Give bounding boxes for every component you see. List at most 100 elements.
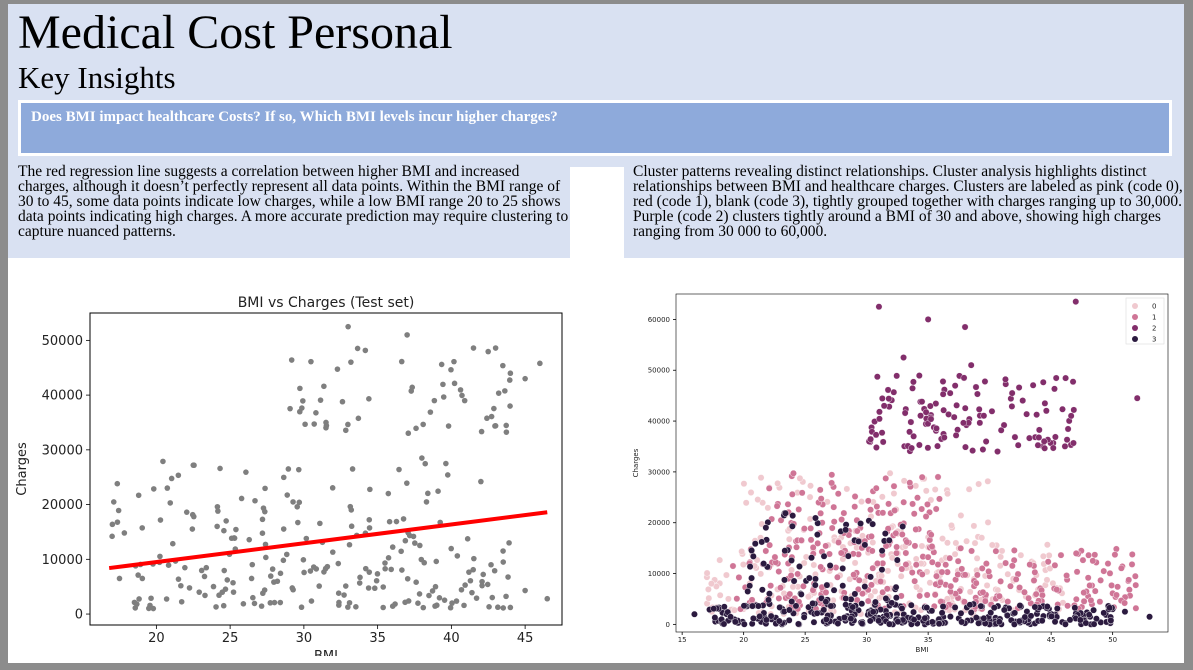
y-tick-label: 60000: [648, 316, 670, 324]
cluster-3-point: [881, 530, 889, 537]
cluster-3-point: [910, 616, 918, 624]
cluster-1-point: [916, 592, 924, 600]
legend-marker: [1132, 336, 1138, 342]
cluster-1-point: [874, 560, 881, 567]
data-point: [366, 396, 372, 402]
cluster-2-point: [917, 412, 924, 420]
cluster-1-point: [879, 509, 887, 517]
cluster-2-point: [1026, 434, 1033, 442]
cluster-2-point: [1059, 405, 1066, 413]
data-point: [271, 579, 277, 585]
data-point: [537, 360, 543, 367]
cluster-3-point: [809, 600, 817, 607]
data-point: [433, 558, 440, 565]
cluster-1-point: [1012, 575, 1020, 583]
cluster-3-point: [776, 604, 784, 611]
cluster-0-point: [757, 570, 765, 578]
data-point: [285, 466, 292, 472]
cluster-1-point: [794, 570, 802, 578]
cluster-1-point: [903, 538, 911, 546]
cluster-1-point: [797, 536, 805, 544]
cluster-1-point: [787, 572, 795, 579]
cluster-0-point: [984, 519, 992, 526]
data-point: [169, 540, 176, 547]
data-point: [348, 507, 355, 513]
cluster-2-point: [1033, 411, 1041, 419]
cluster-1-point: [893, 549, 900, 557]
cluster-3-point: [766, 590, 773, 598]
cluster-3-point: [812, 514, 819, 522]
data-point: [308, 358, 314, 365]
cluster-3-point: [1085, 611, 1093, 619]
data-point: [353, 604, 359, 610]
cluster-1-point: [1016, 584, 1023, 591]
data-point: [189, 511, 196, 518]
cluster-0-point: [807, 482, 814, 490]
cluster-1-point: [1063, 572, 1071, 579]
cluster-3-point: [746, 563, 754, 571]
data-point: [345, 323, 351, 330]
cluster-1-point: [767, 582, 775, 590]
x-tick-label: 20: [739, 636, 748, 644]
cluster-3-point: [839, 582, 847, 590]
cluster-3-point: [958, 618, 966, 626]
data-point: [303, 535, 310, 542]
cluster-2-point: [878, 395, 886, 402]
cluster-2-point: [873, 373, 881, 381]
cluster-2-point: [946, 389, 954, 397]
cluster-3-point: [866, 617, 874, 625]
data-point: [329, 485, 336, 491]
cluster-2-point: [982, 438, 990, 445]
cluster-0-point: [963, 537, 970, 545]
cluster-0-point: [742, 499, 750, 507]
x-tick-label: 15: [678, 636, 687, 644]
cluster-1-point: [795, 506, 803, 513]
cluster-3-point: [967, 609, 975, 616]
cluster-2-point: [972, 383, 980, 391]
cluster-2-point: [1051, 385, 1058, 393]
cluster-3-point: [827, 602, 835, 610]
data-point: [221, 567, 228, 574]
cluster-2-point: [1133, 394, 1141, 402]
cluster-2-point: [975, 405, 983, 413]
data-point: [491, 567, 498, 574]
data-point: [440, 381, 446, 388]
legend: 0 1 2 3: [1125, 297, 1165, 345]
data-point: [201, 573, 208, 580]
data-point: [109, 521, 116, 528]
cluster-2-point: [974, 390, 981, 398]
cluster-1-point: [927, 531, 935, 539]
y-tick-label: 30000: [42, 443, 83, 458]
data-point: [186, 585, 193, 591]
cluster-2-point: [952, 431, 960, 439]
cluster-2-point: [960, 419, 967, 427]
cluster-3-point: [834, 620, 842, 627]
cluster-0-point: [971, 539, 979, 547]
data-point: [485, 348, 491, 355]
data-point: [228, 535, 235, 542]
cluster-0-point: [994, 586, 1002, 594]
cluster-0-point: [983, 582, 991, 589]
cluster-3-point: [789, 512, 797, 520]
cluster-3-point: [921, 614, 929, 622]
x-axis-label: BMI: [916, 646, 929, 654]
data-point: [280, 526, 287, 532]
cluster-1-point: [1064, 602, 1072, 610]
data-point: [451, 358, 457, 365]
cluster-2-point: [1042, 407, 1050, 415]
data-point: [448, 545, 454, 552]
data-point: [362, 565, 369, 572]
cluster-1-point: [942, 561, 950, 569]
cluster-2-point: [950, 413, 958, 421]
header-band: Medical Cost Personal Key Insights Does …: [8, 4, 1184, 164]
data-point: [321, 383, 327, 390]
cluster-3-point: [795, 620, 802, 628]
data-point: [139, 525, 146, 531]
cluster-3-point: [751, 540, 759, 548]
data-point: [271, 599, 278, 606]
data-point: [503, 422, 510, 429]
cluster-1-point: [729, 562, 737, 570]
data-point: [267, 600, 274, 606]
cluster-1-point: [1026, 561, 1034, 568]
slide: Medical Cost Personal Key Insights Does …: [8, 4, 1184, 663]
